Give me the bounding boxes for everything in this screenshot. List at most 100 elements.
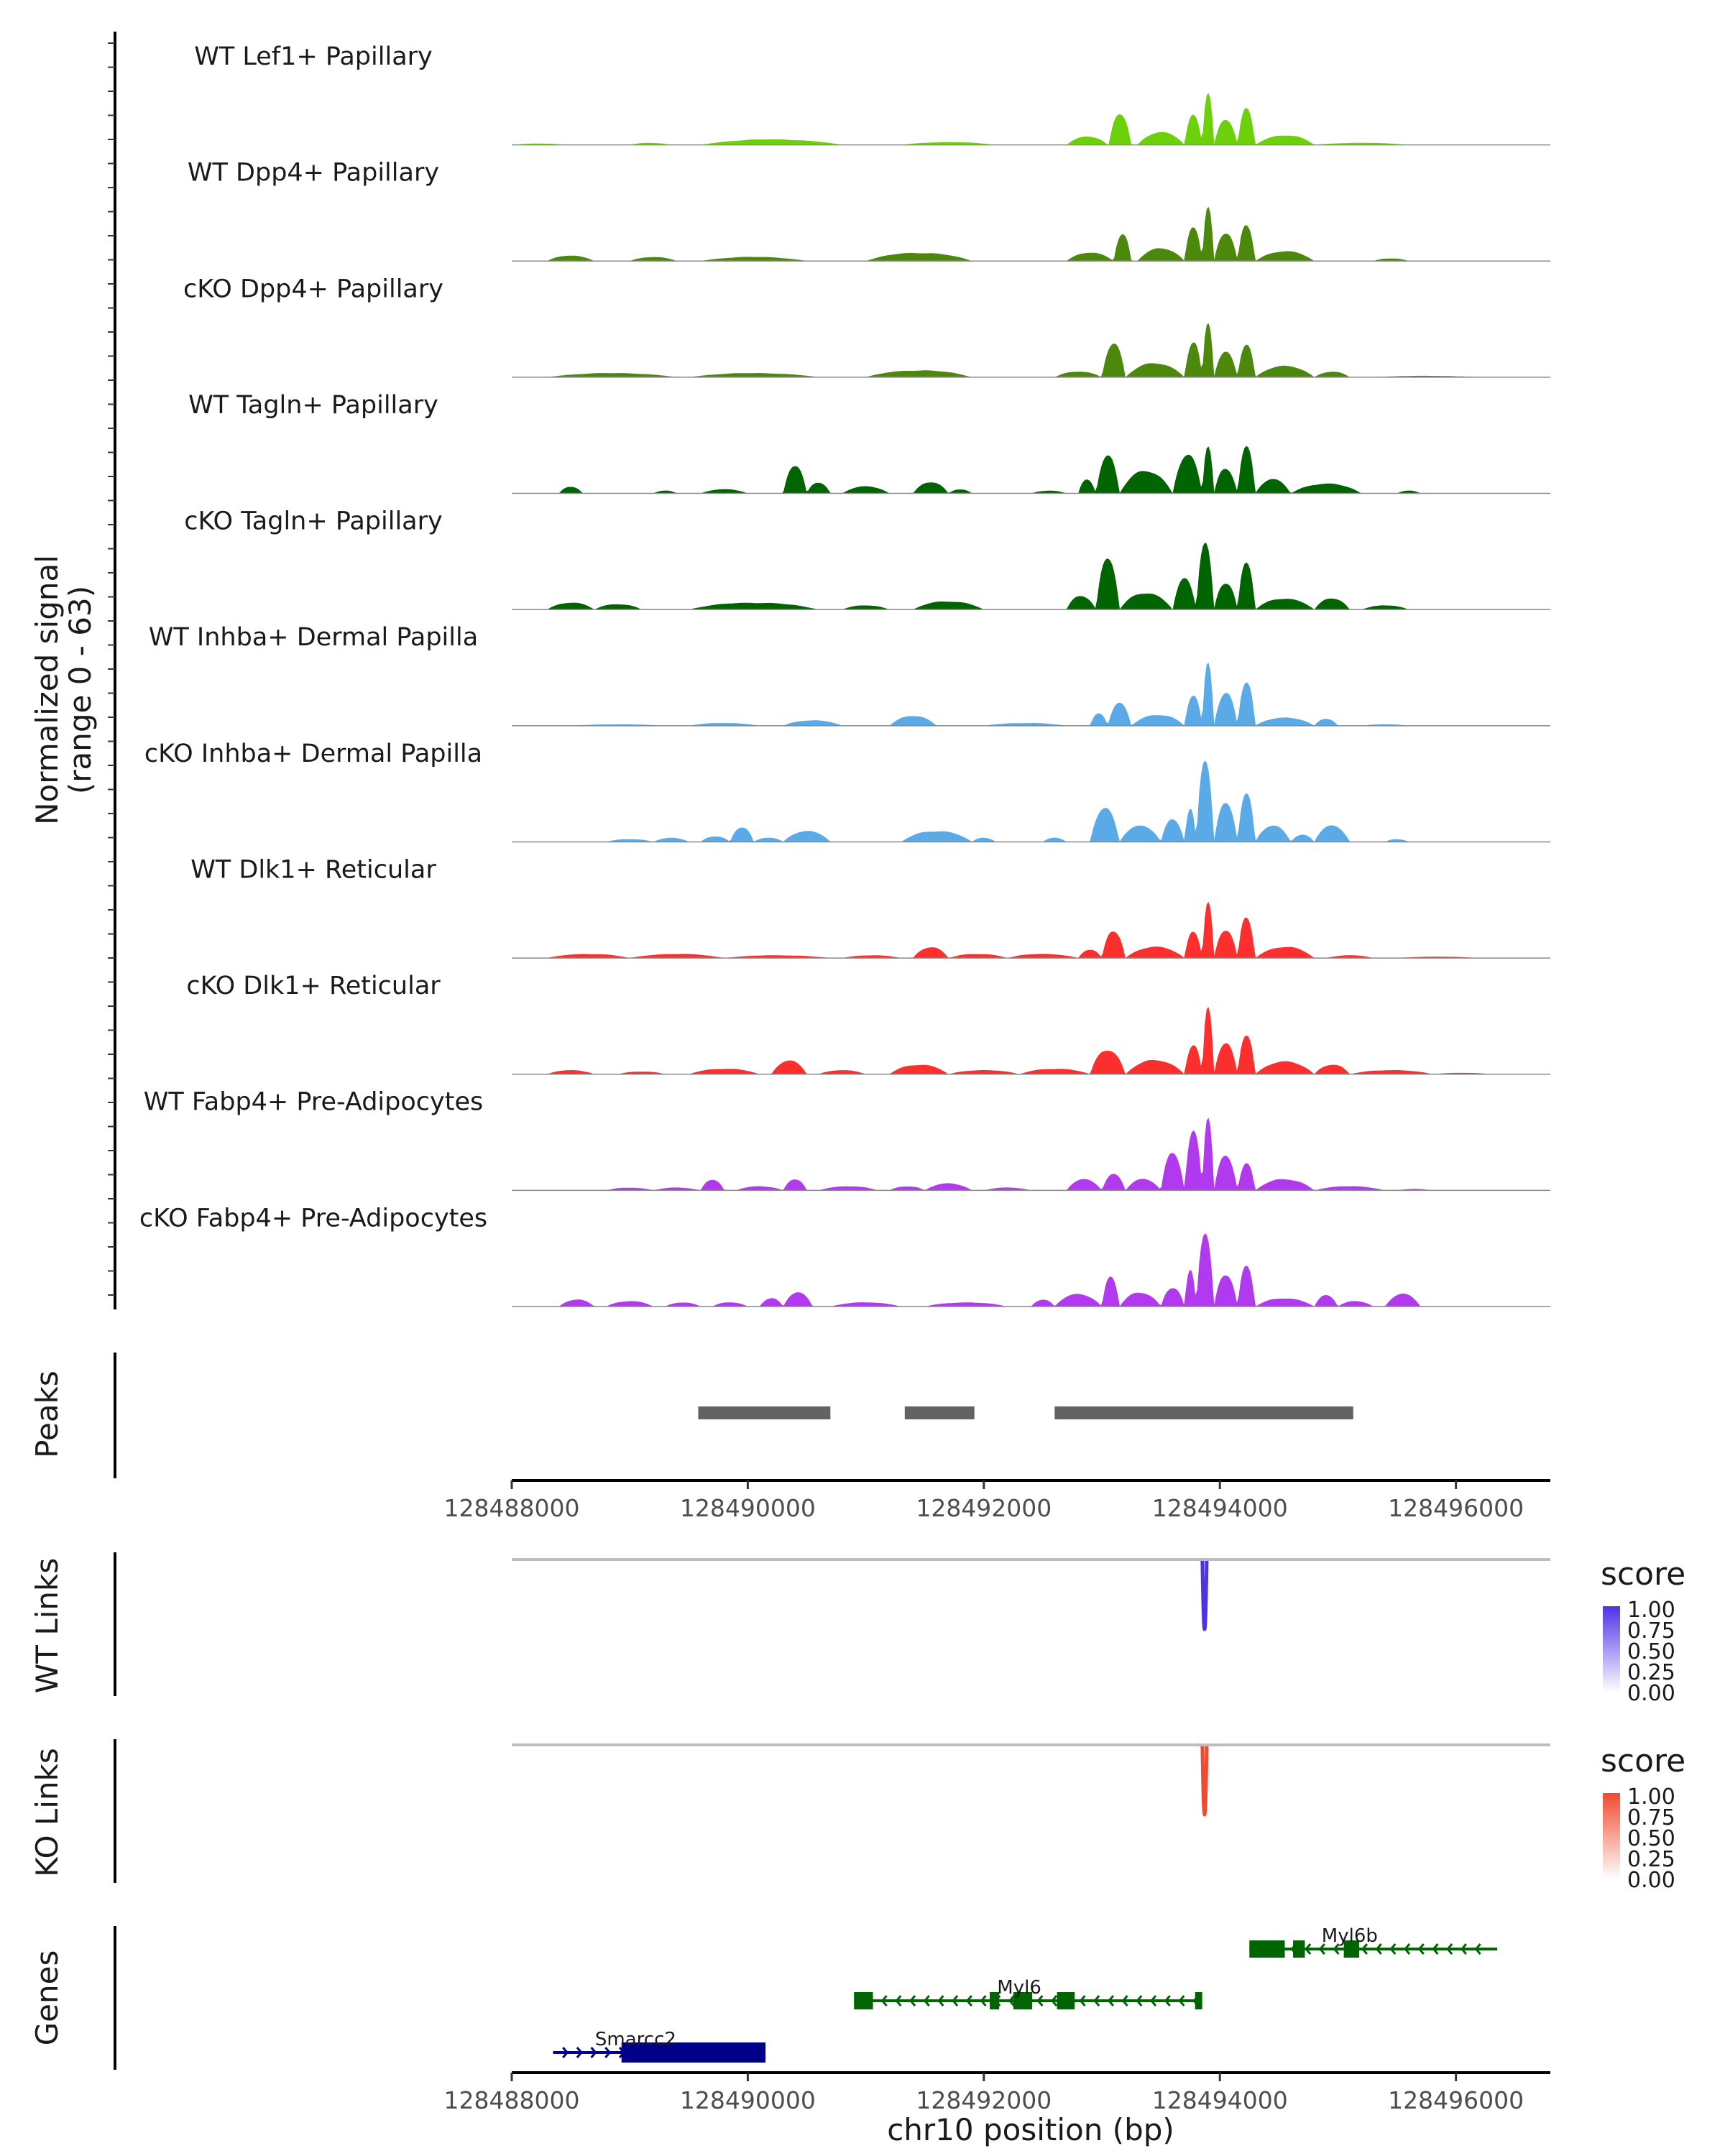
wt-legend-ticks: 1.000.750.500.250.00 xyxy=(1627,1598,1675,1706)
x-tick-label: 128496000 xyxy=(1388,1494,1524,1522)
legend-tick-label: 0.25 xyxy=(1627,1660,1675,1685)
strand-arrow xyxy=(1318,1943,1325,1955)
track-label: WT Dpp4+ Papillary xyxy=(188,159,439,188)
gene-myl6b: Myl6b xyxy=(1249,1925,1498,1958)
gene-myl6: Myl6 xyxy=(854,1977,1202,2009)
exon xyxy=(1013,1992,1033,2009)
strand-arrow xyxy=(562,2047,569,2058)
track-7: cKO Inhba+ Dermal Papilla xyxy=(144,740,1550,843)
wt-legend-title: score xyxy=(1601,1556,1685,1593)
link-arc xyxy=(1200,1560,1209,1631)
strand-arrow xyxy=(1474,1943,1481,1955)
x-tick-label: 128490000 xyxy=(680,2086,816,2114)
strand-arrow xyxy=(1305,1943,1312,1955)
track-label: WT Fabp4+ Pre-Adipocytes xyxy=(144,1088,483,1117)
track-5: cKO Tagln+ Papillary xyxy=(184,507,1550,610)
ko-legend-colorbar xyxy=(1603,1793,1620,1879)
coverage-area xyxy=(512,1007,1504,1074)
strand-arrow xyxy=(1150,1995,1157,2007)
coverage-area xyxy=(512,760,1504,842)
track-label: cKO Fabp4+ Pre-Adipocytes xyxy=(139,1204,487,1233)
coverage-y-subtitle: (range 0 - 63) xyxy=(63,586,98,794)
strand-arrow xyxy=(895,1995,902,2007)
track-label: cKO Inhba+ Dermal Papilla xyxy=(144,740,482,768)
track-10: WT Fabp4+ Pre-Adipocytes xyxy=(144,1088,1550,1192)
coverage-area xyxy=(512,1233,1504,1307)
exon xyxy=(990,1992,1000,2009)
legend-tick-label: 0.50 xyxy=(1627,1639,1675,1664)
strand-arrow xyxy=(880,1995,888,2007)
coverage-area xyxy=(512,1118,1504,1191)
ko-legend-ticks: 1.000.750.500.250.00 xyxy=(1627,1784,1675,1893)
track-3: cKO Dpp4+ Papillary xyxy=(183,275,1550,378)
coverage-tracks: WT Lef1+ Papillary WT Dpp4+ Papillary cKO … xyxy=(139,42,1550,1307)
strand-arrow xyxy=(1121,1995,1128,2007)
strand-arrow xyxy=(1079,1995,1086,2007)
strand-arrow xyxy=(923,1995,930,2007)
coverage-y-ticks xyxy=(108,42,115,1296)
ko-link-arc xyxy=(1200,1746,1209,1817)
wt-link-arc xyxy=(1200,1560,1209,1631)
x-tick-label: 128488000 xyxy=(444,1494,580,1522)
legend-tick-label: 1.00 xyxy=(1627,1784,1675,1810)
track-4: WT Tagln+ Papillary xyxy=(188,391,1550,494)
coverage-area xyxy=(512,206,1504,262)
strand-arrow xyxy=(952,1995,959,2007)
track-6: WT Inhba+ Dermal Papilla xyxy=(149,623,1550,727)
wt-legend-colorbar xyxy=(1603,1606,1620,1692)
peaks-regions xyxy=(698,1406,1353,1419)
peaks-track-title: Peaks xyxy=(29,1370,65,1458)
ko-links-legend: score 1.000.750.500.250.00 xyxy=(1601,1743,1685,1893)
x-tick-label: 128492000 xyxy=(916,1494,1052,1522)
x-tick-label: 128492000 xyxy=(916,2086,1052,2114)
track-label: WT Tagln+ Papillary xyxy=(188,391,438,420)
strand-arrow xyxy=(1446,1943,1453,1955)
exon xyxy=(1343,1940,1359,1958)
track-label: WT Inhba+ Dermal Papilla xyxy=(149,623,478,652)
track-9: cKO Dlk1+ Reticular xyxy=(186,972,1550,1075)
exon xyxy=(1293,1940,1305,1958)
coverage-area xyxy=(512,446,1504,494)
exon xyxy=(854,1992,873,2009)
gene-smarcc2: Smarcc2 xyxy=(553,2029,766,2063)
track-2: WT Dpp4+ Papillary xyxy=(188,159,1550,262)
strand-arrow xyxy=(980,1995,987,2007)
wt-links-legend: score 1.000.750.500.250.00 xyxy=(1601,1556,1685,1706)
strand-arrow xyxy=(1417,1943,1425,1955)
strand-arrow xyxy=(1389,1943,1397,1955)
gene-label: Smarcc2 xyxy=(595,2029,676,2050)
strand-arrow xyxy=(1008,1995,1016,2007)
strand-arrow xyxy=(1460,1943,1467,1955)
x-axis-title: chr10 position (bp) xyxy=(887,2112,1174,2147)
coverage-area xyxy=(512,901,1504,959)
x-tick-label: 128490000 xyxy=(680,1494,816,1522)
legend-tick-label: 0.00 xyxy=(1627,1868,1675,1893)
exon xyxy=(621,2042,766,2063)
link-arc xyxy=(1200,1746,1209,1817)
track-label: cKO Tagln+ Papillary xyxy=(184,507,443,536)
coverage-area xyxy=(512,93,1504,145)
gene-label: Myl6 xyxy=(997,1977,1041,1999)
legend-tick-label: 0.25 xyxy=(1627,1847,1675,1872)
legend-tick-label: 0.75 xyxy=(1627,1805,1675,1830)
x-tick-label: 128488000 xyxy=(444,2086,580,2114)
track-label: WT Lef1+ Papillary xyxy=(194,42,433,71)
exon xyxy=(1249,1940,1285,1958)
x-tick-label: 128494000 xyxy=(1152,2086,1288,2114)
track-label: cKO Dpp4+ Papillary xyxy=(183,275,443,303)
peak-region xyxy=(904,1406,975,1419)
strand-arrow xyxy=(965,1995,972,2007)
legend-tick-label: 0.50 xyxy=(1627,1826,1675,1851)
strand-arrow xyxy=(1432,1943,1439,1955)
strand-arrow xyxy=(937,1995,944,2007)
strand-arrow xyxy=(1333,1943,1340,1955)
strand-arrow xyxy=(604,2047,612,2058)
ko-links-title: KO Links xyxy=(29,1748,65,1877)
x-tick-label: 128496000 xyxy=(1388,2086,1524,2114)
strand-arrow xyxy=(1404,1943,1411,1955)
exon xyxy=(1195,1992,1202,2009)
coverage-area xyxy=(512,543,1504,610)
strand-arrow xyxy=(1375,1943,1382,1955)
x-tick-label: 128494000 xyxy=(1152,1494,1288,1522)
